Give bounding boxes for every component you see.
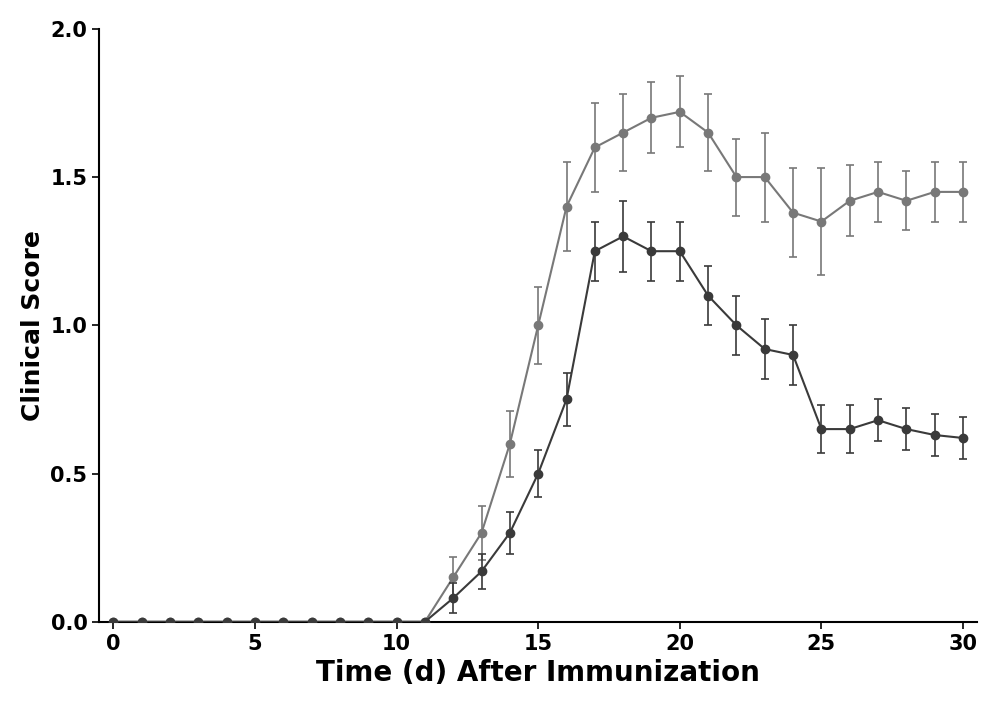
X-axis label: Time (d) After Immunization: Time (d) After Immunization: [316, 659, 760, 687]
Y-axis label: Clinical Score: Clinical Score: [21, 230, 45, 421]
